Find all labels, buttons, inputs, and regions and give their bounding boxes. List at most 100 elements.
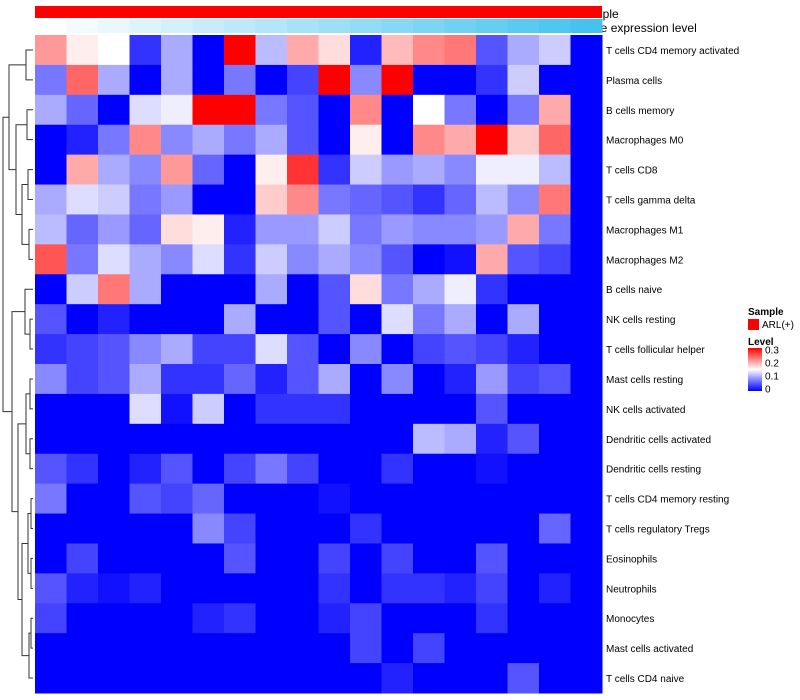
heatmap-cell xyxy=(476,304,508,335)
heatmap-cell xyxy=(318,154,351,186)
heatmap-cell xyxy=(570,364,603,395)
heatmap-cell xyxy=(66,453,99,485)
expression-track-cell xyxy=(413,19,445,33)
heatmap-cell xyxy=(224,663,256,694)
heatmap-cell xyxy=(570,543,603,574)
heatmap-cell xyxy=(570,633,603,664)
sample-annotation-track xyxy=(35,6,602,18)
heatmap-cell xyxy=(350,543,382,574)
heatmap-cell xyxy=(287,334,319,365)
heatmap-cell xyxy=(224,184,256,215)
row-label: B cells naive xyxy=(606,285,663,296)
heatmap-cell xyxy=(570,663,603,694)
row-label: Macrophages M0 xyxy=(606,136,684,147)
row-label: Dendritic cells activated xyxy=(606,435,711,446)
heatmap-cell xyxy=(444,543,477,574)
heatmap-cell xyxy=(287,184,319,215)
expression-track-cell xyxy=(192,19,225,33)
heatmap-cell xyxy=(413,423,445,455)
heatmap-cell xyxy=(381,513,414,544)
heatmap-cell xyxy=(476,423,508,455)
heatmap-cell xyxy=(35,603,67,634)
heatmap-cell xyxy=(413,663,445,694)
heatmap-cell xyxy=(98,304,130,335)
expression-track-cell xyxy=(35,19,67,33)
heatmap-cell xyxy=(507,184,540,215)
heatmap-cell xyxy=(318,35,351,66)
heatmap-cell xyxy=(539,663,571,694)
row-label: T cells CD4 naive xyxy=(606,674,685,685)
expression-track-cell xyxy=(381,19,414,33)
heatmap-cell xyxy=(570,603,603,634)
heatmap-cell xyxy=(192,513,225,544)
heatmap-cell xyxy=(570,573,603,604)
heatmap-cell xyxy=(192,334,225,365)
row-label: Macrophages M1 xyxy=(606,225,684,236)
heatmap-cell xyxy=(129,483,162,515)
heatmap-cell xyxy=(476,94,508,126)
heatmap-cell xyxy=(381,64,414,96)
heatmap-cell xyxy=(444,633,477,664)
heatmap-cell xyxy=(255,274,288,305)
heatmap-cell xyxy=(192,483,225,515)
dendrogram-branch xyxy=(8,64,26,171)
heatmap-cell xyxy=(539,244,571,275)
heatmap-cell xyxy=(129,244,162,275)
heatmap-cell xyxy=(129,573,162,604)
legend-level-colorbar xyxy=(748,348,762,391)
heatmap-cell xyxy=(381,244,414,275)
heatmap-cell xyxy=(413,244,445,275)
heatmap-cell xyxy=(570,244,603,275)
heatmap-cell xyxy=(539,184,571,215)
heatmap-cell xyxy=(224,393,256,425)
heatmap-cell xyxy=(444,364,477,395)
heatmap-cell xyxy=(350,393,382,425)
expression-track-cell xyxy=(507,19,540,33)
heatmap-cell xyxy=(570,35,603,66)
heatmap-cell xyxy=(66,513,99,544)
heatmap-cell xyxy=(507,513,540,544)
heatmap-cell xyxy=(476,64,508,96)
heatmap-cell xyxy=(66,244,99,275)
heatmap-cell xyxy=(507,393,540,425)
heatmap-cell xyxy=(255,453,288,485)
heatmap-cell xyxy=(35,633,67,664)
heatmap-cell xyxy=(570,214,603,245)
heatmap-cell xyxy=(381,364,414,395)
heatmap-cell xyxy=(570,64,603,96)
heatmap-cell xyxy=(129,633,162,664)
dendrogram-branch xyxy=(26,109,33,141)
heatmap-cell xyxy=(476,543,508,574)
heatmap-cell xyxy=(129,334,162,365)
heatmap-cell xyxy=(129,393,162,425)
heatmap-cell xyxy=(539,35,571,66)
heatmap-cell xyxy=(35,513,67,544)
heatmap-cell xyxy=(255,543,288,574)
heatmap-cell xyxy=(507,274,540,305)
heatmap-cell xyxy=(161,244,193,275)
heatmap-cell xyxy=(507,214,540,245)
heatmap-cell xyxy=(224,573,256,604)
heatmap-cell xyxy=(350,334,382,365)
heatmap-cell xyxy=(287,633,319,664)
heatmap-cell xyxy=(413,603,445,634)
heatmap-cell xyxy=(255,364,288,395)
heatmap-cell xyxy=(539,334,571,365)
heatmap-cell xyxy=(98,214,130,245)
legend-level-tick: 0.2 xyxy=(765,359,779,370)
expression-track-cell xyxy=(318,19,351,33)
heatmap-cell xyxy=(98,663,130,694)
heatmap-cell xyxy=(318,543,351,574)
heatmap-cell xyxy=(98,573,130,604)
heatmap-cell xyxy=(476,513,508,544)
heatmap-cell xyxy=(224,543,256,574)
heatmap-cell xyxy=(35,453,67,485)
heatmap-cell xyxy=(129,423,162,455)
heatmap-cell xyxy=(224,513,256,544)
heatmap-cell xyxy=(350,663,382,694)
heatmap-cell xyxy=(98,154,130,186)
heatmap-cell xyxy=(192,663,225,694)
heatmap-cell xyxy=(192,154,225,186)
heatmap-cell xyxy=(192,214,225,245)
legend-sample-title: Sample xyxy=(748,307,784,318)
